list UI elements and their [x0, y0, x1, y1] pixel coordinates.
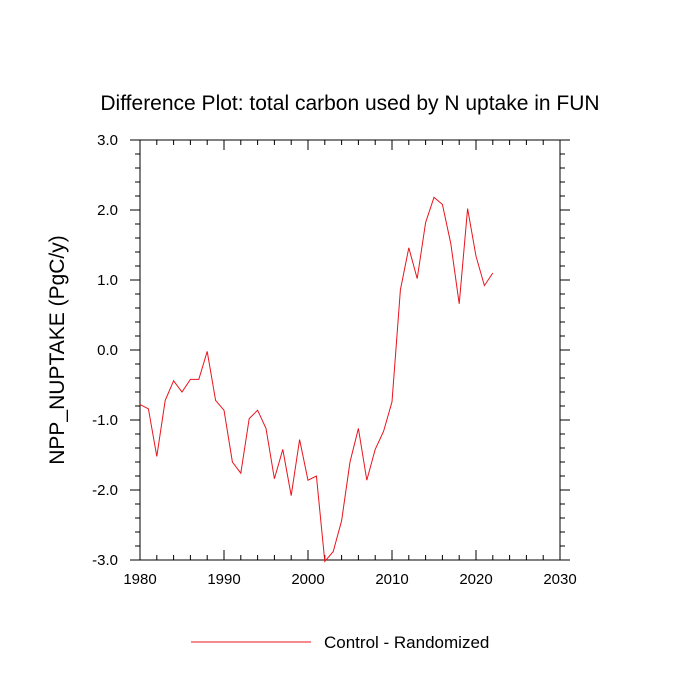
- x-tick-label: 2000: [291, 571, 324, 588]
- x-tick-label: 2030: [543, 571, 576, 588]
- y-tick-label: 2.0: [97, 202, 118, 219]
- axis-ticks: [130, 139, 570, 561]
- x-tick-label: 2010: [375, 571, 408, 588]
- x-tick-label: 2020: [459, 571, 492, 588]
- series-layer: [139, 196, 494, 563]
- y-axis-label: NPP_NUPTAKE (PgC/y): [46, 235, 69, 465]
- x-tick-label: 1980: [123, 571, 156, 588]
- y-tick-label: -1.0: [92, 412, 118, 429]
- y-tick-label: 1.0: [97, 272, 118, 289]
- legend-label: Control - Randomized: [324, 633, 489, 652]
- plot-frame: [139, 139, 561, 561]
- y-tick-label: -3.0: [92, 552, 118, 569]
- axis-tick-labels: 1980 1990 2000 2010 2020 2030 3.0 2.0 1.0 0.0 -1.0…: [92, 132, 577, 588]
- legend: Control - Randomized: [191, 633, 489, 652]
- y-tick-label: 3.0: [97, 132, 118, 149]
- y-tick-label: -2.0: [92, 482, 118, 499]
- x-tick-label: 1990: [207, 571, 240, 588]
- y-tick-label: 0.0: [97, 342, 118, 359]
- chart-title: Difference Plot: total carbon used by N …: [100, 92, 599, 115]
- series-line: [139, 196, 494, 563]
